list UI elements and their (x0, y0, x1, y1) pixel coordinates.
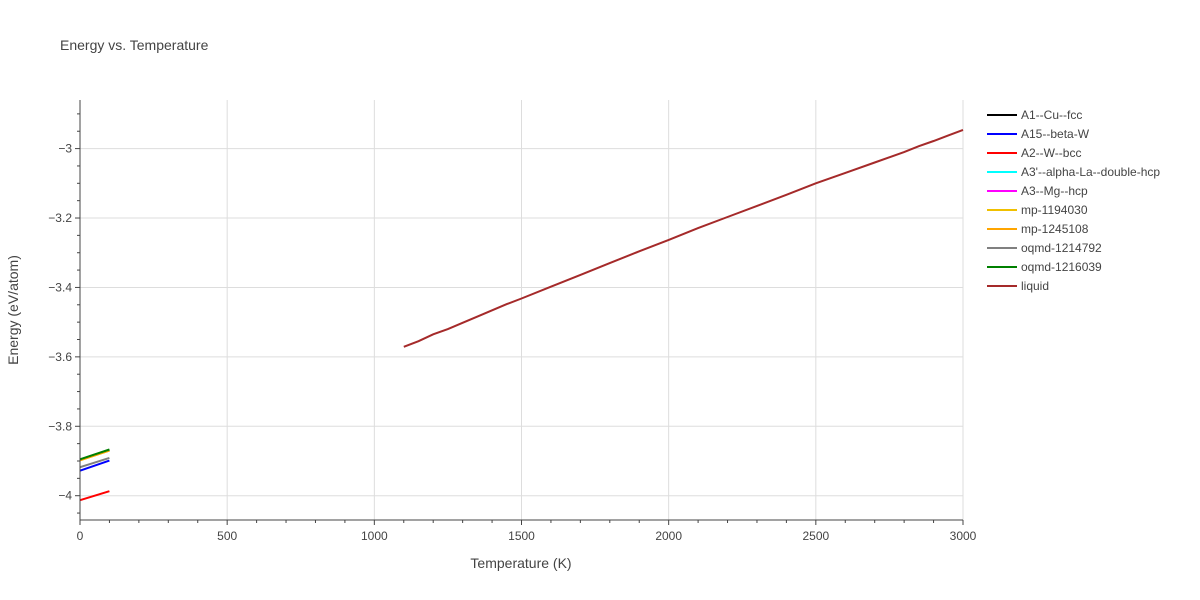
legend-item[interactable]: oqmd-1214792 (987, 241, 1102, 255)
y-tick-label: −4 (58, 489, 72, 503)
x-tick-label: 1500 (508, 529, 535, 543)
legend-item[interactable]: A3'--alpha-La--double-hcp (987, 165, 1160, 179)
x-tick-label: 2000 (655, 529, 682, 543)
y-axis-title: Energy (eV/atom) (5, 255, 21, 365)
legend-label: A1--Cu--fcc (1021, 108, 1082, 122)
legend-label: A2--W--bcc (1021, 146, 1081, 160)
legend-item[interactable]: mp-1194030 (987, 203, 1088, 217)
x-tick-label: 2500 (802, 529, 829, 543)
legend-label: A15--beta-W (1021, 127, 1090, 141)
axes: 0 500 1000 1500 2000 2500 3000 −4 −3.8 −3.6 −3.4 −3… (48, 100, 977, 543)
series-line-A15--beta-W (79, 459, 110, 472)
legend-item[interactable]: liquid (987, 279, 1049, 293)
series-line-oqmd-1214792 (79, 456, 110, 469)
legend-label: mp-1194030 (1021, 203, 1088, 217)
y-tick-label: −3.8 (48, 419, 72, 433)
legend: A1--Cu--fcc A15--beta-W A2--W--bcc A3'--alp… (987, 108, 1160, 293)
legend-label: oqmd-1216039 (1021, 260, 1102, 274)
x-tick-label: 3000 (950, 529, 977, 543)
series-line-liquid (403, 128, 964, 348)
chart-title: Energy vs. Temperature (60, 37, 209, 53)
x-tick-label: 500 (217, 529, 237, 543)
series-line-oqmd-1216039 (79, 448, 110, 461)
legend-item[interactable]: mp-1245108 (987, 222, 1089, 236)
legend-item[interactable]: A2--W--bcc (987, 146, 1081, 160)
y-tick-label: −3.6 (48, 350, 72, 364)
plot-area (79, 128, 964, 502)
grid (80, 100, 964, 520)
x-tick-label: 0 (77, 529, 84, 543)
y-tick-label: −3.2 (48, 211, 72, 225)
x-tick-label: 1000 (361, 529, 388, 543)
legend-item[interactable]: A15--beta-W (987, 127, 1090, 141)
legend-item[interactable]: oqmd-1216039 (987, 260, 1102, 274)
legend-label: liquid (1021, 279, 1049, 293)
series-line-A2--W--bcc (79, 490, 110, 502)
legend-item[interactable]: A1--Cu--fcc (987, 108, 1082, 122)
legend-label: oqmd-1214792 (1021, 241, 1102, 255)
x-axis-title: Temperature (K) (470, 555, 571, 571)
legend-label: A3'--alpha-La--double-hcp (1021, 165, 1160, 179)
y-tick-label: −3.4 (48, 280, 72, 294)
y-tick-label: −3 (58, 142, 72, 156)
legend-label: A3--Mg--hcp (1021, 184, 1088, 198)
legend-label: mp-1245108 (1021, 222, 1089, 236)
legend-item[interactable]: A3--Mg--hcp (987, 184, 1088, 198)
